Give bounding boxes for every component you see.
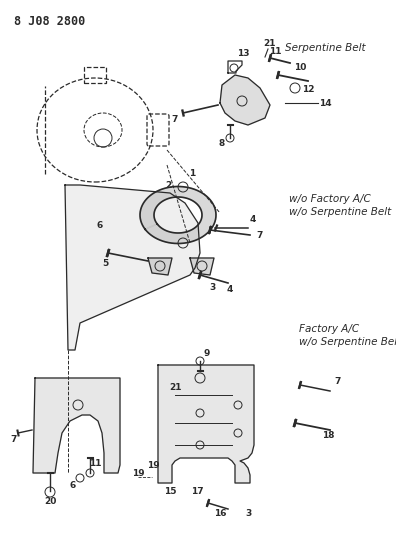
Polygon shape — [158, 365, 254, 483]
Text: 7: 7 — [335, 376, 341, 385]
Text: 3: 3 — [245, 508, 251, 518]
Text: 7: 7 — [257, 230, 263, 239]
Text: 16: 16 — [214, 508, 226, 518]
Polygon shape — [220, 75, 270, 125]
Text: 3: 3 — [209, 282, 215, 292]
Text: 1: 1 — [189, 168, 195, 177]
Text: 19: 19 — [132, 469, 144, 478]
Text: w/o Factory A/C
w/o Serpentine Belt: w/o Factory A/C w/o Serpentine Belt — [289, 193, 391, 217]
Text: 6: 6 — [70, 481, 76, 489]
Text: 14: 14 — [319, 99, 331, 108]
Text: Factory A/C
w/o Serpentine Belt: Factory A/C w/o Serpentine Belt — [299, 324, 396, 348]
Text: 17: 17 — [191, 487, 203, 496]
Text: 9: 9 — [204, 349, 210, 358]
Text: 11: 11 — [89, 458, 101, 467]
Text: 2: 2 — [165, 181, 171, 190]
Text: 18: 18 — [322, 431, 334, 440]
Text: 15: 15 — [164, 487, 176, 496]
Text: 4: 4 — [250, 215, 256, 224]
Text: Serpentine Belt: Serpentine Belt — [285, 43, 366, 53]
Text: 20: 20 — [44, 497, 56, 505]
Text: 8 J08 2800: 8 J08 2800 — [14, 15, 85, 28]
Polygon shape — [33, 378, 120, 473]
Text: 13: 13 — [237, 49, 249, 58]
Text: 6: 6 — [97, 221, 103, 230]
Polygon shape — [140, 187, 216, 244]
Polygon shape — [148, 258, 172, 275]
Text: 7: 7 — [172, 116, 178, 125]
Text: 21: 21 — [169, 384, 181, 392]
Text: 7: 7 — [11, 434, 17, 443]
Text: 12: 12 — [302, 85, 314, 94]
Polygon shape — [190, 258, 214, 275]
Text: 10: 10 — [294, 63, 306, 72]
Text: 4: 4 — [227, 285, 233, 294]
Text: 8: 8 — [219, 139, 225, 148]
Text: 11: 11 — [269, 46, 281, 55]
Polygon shape — [65, 185, 200, 350]
Text: 21: 21 — [264, 38, 276, 47]
Text: 5: 5 — [102, 259, 108, 268]
Text: 19: 19 — [147, 461, 159, 470]
